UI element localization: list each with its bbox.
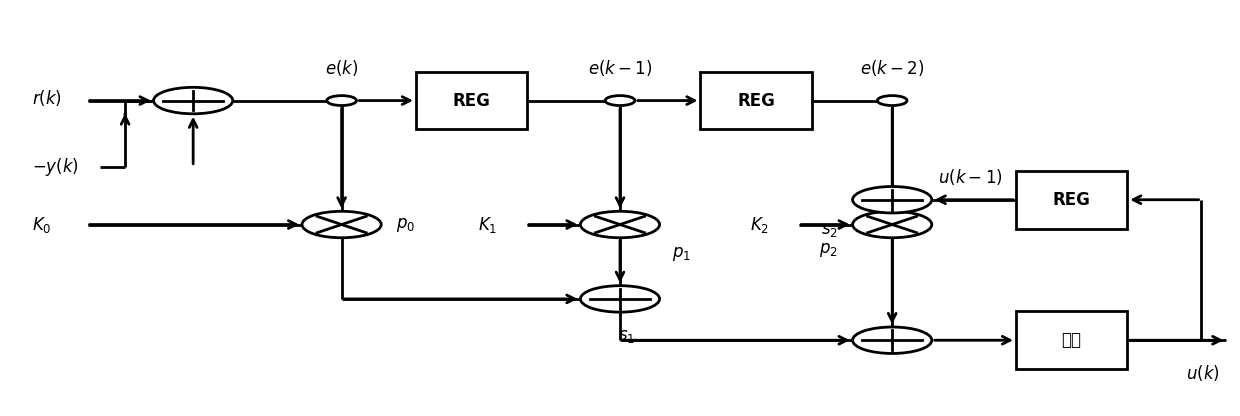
Circle shape: [853, 186, 931, 213]
Text: REG: REG: [453, 92, 491, 109]
Text: $e(k-2)$: $e(k-2)$: [861, 58, 924, 78]
Bar: [415, 72, 527, 129]
Circle shape: [580, 211, 660, 238]
Circle shape: [853, 211, 931, 238]
Text: $u(k-1)$: $u(k-1)$: [937, 167, 1003, 187]
Circle shape: [327, 96, 356, 106]
Text: $K_1$: $K_1$: [477, 215, 497, 235]
Text: $u(k)$: $u(k)$: [1187, 363, 1220, 383]
Text: $s_1$: $s_1$: [618, 327, 635, 344]
Text: REG: REG: [737, 92, 775, 109]
Bar: [701, 72, 812, 129]
Text: 限幅: 限幅: [1061, 331, 1081, 349]
Text: $e(k-1)$: $e(k-1)$: [588, 58, 652, 78]
Circle shape: [853, 327, 931, 354]
Circle shape: [303, 211, 381, 238]
Text: $r(k)$: $r(k)$: [32, 89, 62, 109]
Text: $p_2$: $p_2$: [818, 241, 838, 259]
Text: $e(k)$: $e(k)$: [325, 58, 358, 78]
Text: $K_2$: $K_2$: [750, 215, 769, 235]
Text: $s_2$: $s_2$: [821, 221, 838, 239]
Bar: [1016, 311, 1127, 369]
Circle shape: [580, 286, 660, 312]
Circle shape: [605, 96, 635, 106]
Text: $K_0$: $K_0$: [32, 215, 52, 235]
Circle shape: [878, 96, 906, 106]
Circle shape: [154, 87, 233, 114]
Text: REG: REG: [1053, 191, 1090, 209]
Text: $p_1$: $p_1$: [672, 245, 691, 263]
Text: $p_0$: $p_0$: [396, 215, 415, 233]
Text: $-y(k)$: $-y(k)$: [32, 156, 79, 178]
Bar: [1016, 171, 1127, 229]
